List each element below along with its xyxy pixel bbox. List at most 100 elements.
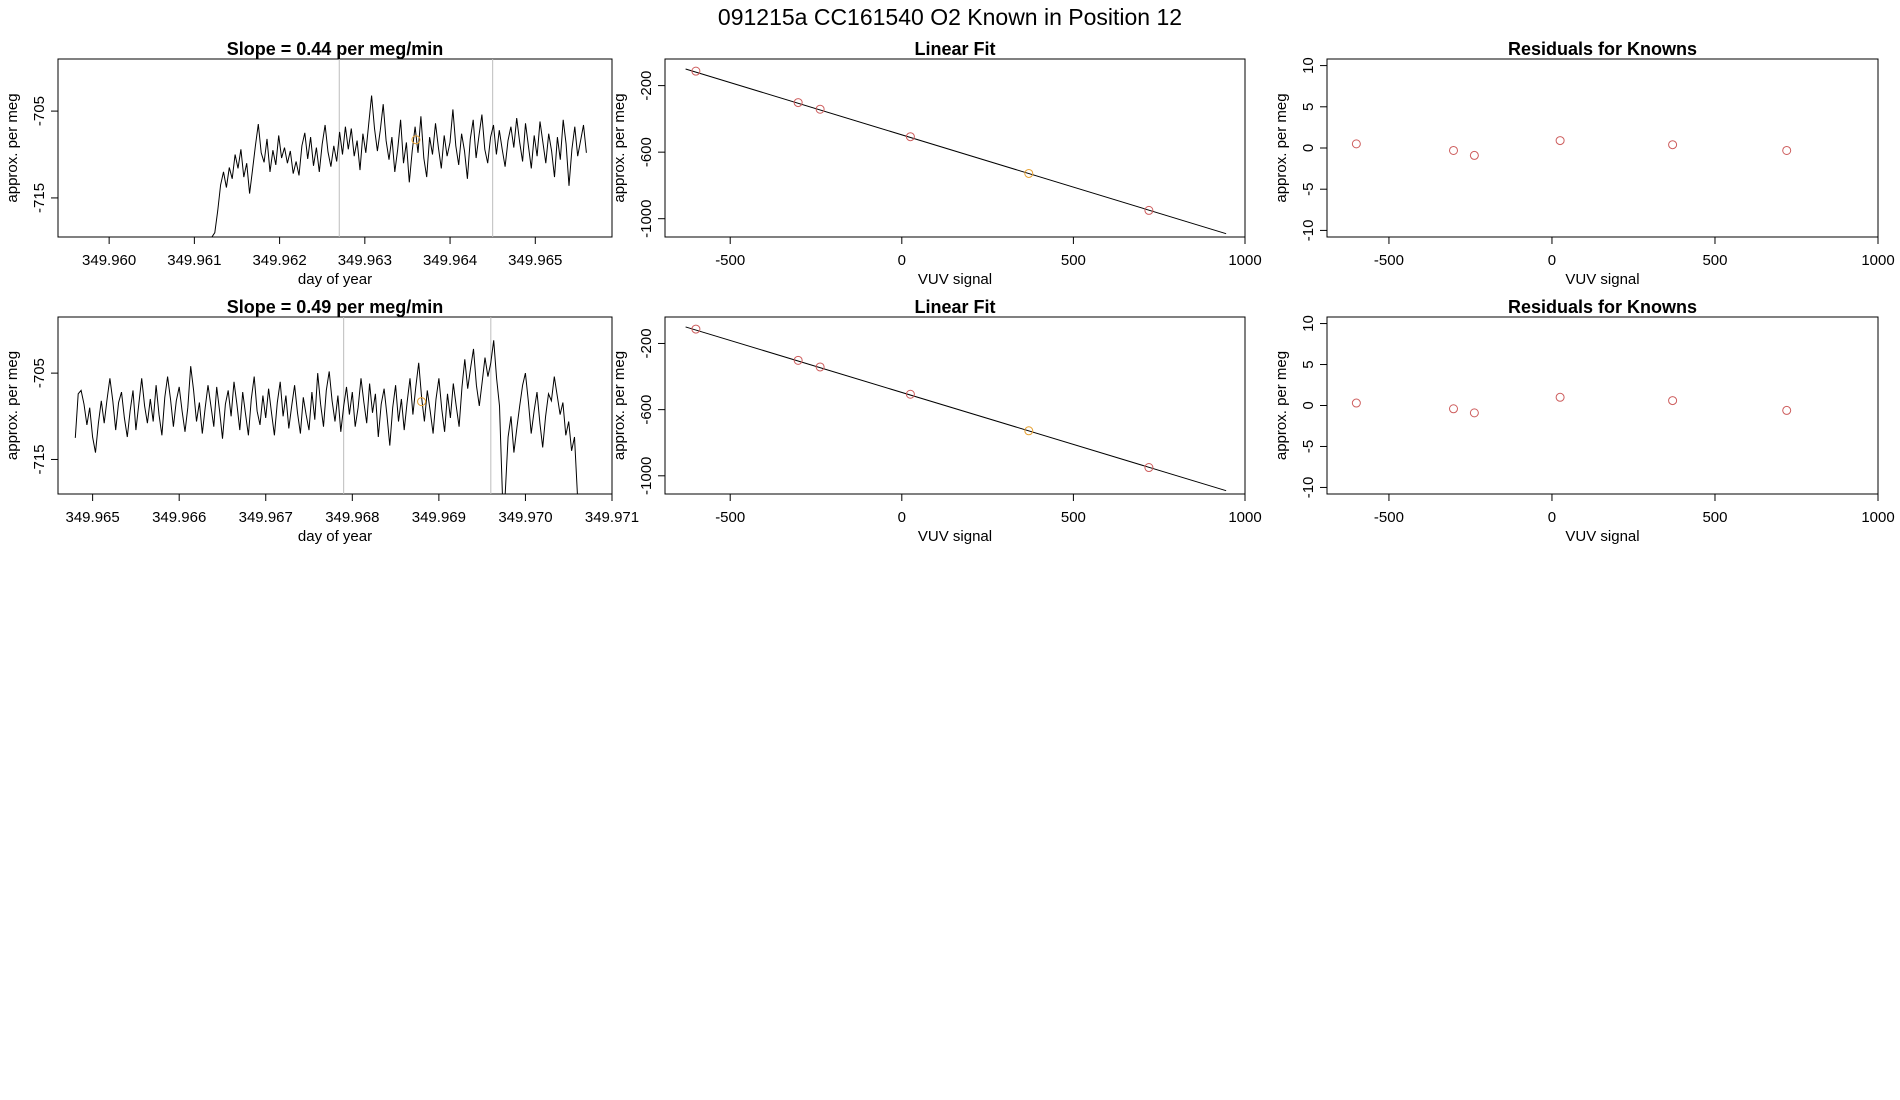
panel-title: Linear Fit	[914, 297, 995, 317]
x-tick-label: 1000	[1861, 509, 1894, 526]
x-tick-label: -500	[715, 252, 745, 269]
x-tick-label: 349.960	[82, 252, 136, 269]
x-axis-label: VUV signal	[918, 271, 992, 288]
y-tick-label: -5	[1300, 183, 1317, 196]
panel-title: Slope = 0.49 per meg/min	[227, 297, 444, 317]
x-tick-label: 349.969	[412, 509, 466, 526]
x-tick-label: 349.962	[252, 252, 306, 269]
y-tick-label: -200	[638, 328, 655, 358]
x-tick-label: -500	[1374, 509, 1404, 526]
x-tick-label: 349.968	[325, 509, 379, 526]
y-axis-label: approx. per meg	[611, 93, 628, 202]
data-point	[793, 98, 803, 108]
data-point	[1469, 408, 1479, 418]
data-point	[1469, 150, 1479, 160]
data-point	[1144, 205, 1154, 215]
series-line	[74, 340, 578, 494]
data-point	[905, 132, 915, 142]
x-axis-label: day of year	[298, 271, 372, 288]
y-tick-label: -600	[638, 395, 655, 425]
x-tick-label: 0	[898, 252, 906, 269]
y-tick-label: -1000	[638, 457, 655, 495]
chart-panels: Slope = 0.44 per meg/min 349.960 349.961 34…	[4, 39, 1895, 545]
highlight-point	[411, 135, 421, 145]
x-tick-label: 500	[1061, 509, 1086, 526]
panel-title: Linear Fit	[914, 39, 995, 59]
y-tick-label: -705	[31, 96, 48, 126]
y-axis-label: approx. per meg	[1273, 351, 1290, 460]
x-tick-label: 349.965	[66, 509, 120, 526]
x-tick-label: 500	[1702, 509, 1727, 526]
x-tick-label: 349.970	[498, 509, 552, 526]
x-axis-label: VUV signal	[1565, 528, 1639, 545]
y-tick-label: 10	[1300, 315, 1317, 332]
highlight-point	[417, 397, 427, 407]
x-tick-label: 500	[1061, 252, 1086, 269]
data-point	[1351, 398, 1361, 408]
x-tick-label: 1000	[1861, 252, 1894, 269]
x-tick-label: 349.966	[152, 509, 206, 526]
y-tick-label: 5	[1300, 360, 1317, 368]
chart-panel-5: Linear Fit -500 0 500 1000 -1000 -600 -200 VUV s…	[611, 297, 1262, 545]
figure-title: 091215a CC161540 O2 Known in Position 12	[718, 4, 1182, 30]
y-tick-label: -5	[1300, 440, 1317, 453]
x-tick-label: -500	[715, 509, 745, 526]
y-tick-label: -600	[638, 137, 655, 167]
y-tick-label: 10	[1300, 57, 1317, 74]
data-point	[1555, 136, 1565, 146]
chart-panel-6: Residuals for Knowns -500 0 500 1000 -10 -5 0 5 1…	[1273, 297, 1895, 545]
plot-frame	[1326, 58, 1879, 238]
y-tick-label: -10	[1300, 220, 1317, 242]
y-tick-label: 5	[1300, 103, 1317, 111]
x-axis-label: day of year	[298, 528, 372, 545]
y-axis-label: approx. per meg	[1273, 93, 1290, 202]
fit-line	[685, 68, 1227, 235]
x-tick-label: 0	[1548, 509, 1556, 526]
chart-panel-2: Linear Fit -500 0 500 1000 -1000 -600 -200 VUV s…	[611, 39, 1262, 288]
data-point	[691, 324, 701, 334]
panel-title: Residuals for Knowns	[1508, 297, 1697, 317]
x-tick-label: 349.965	[508, 252, 562, 269]
y-tick-label: -715	[31, 444, 48, 474]
x-axis-label: VUV signal	[1565, 271, 1639, 288]
data-point	[1782, 145, 1792, 155]
data-point	[1351, 139, 1361, 149]
data-point	[815, 104, 825, 114]
x-tick-label: -500	[1374, 252, 1404, 269]
x-axis-label: VUV signal	[918, 528, 992, 545]
chart-panel-1: Slope = 0.44 per meg/min 349.960 349.961 34…	[4, 39, 613, 288]
y-tick-label: -10	[1300, 477, 1317, 499]
x-tick-label: 0	[1548, 252, 1556, 269]
y-tick-label: -715	[31, 183, 48, 213]
series-line	[58, 95, 587, 237]
y-tick-label: -1000	[638, 200, 655, 238]
data-point	[1555, 392, 1565, 402]
plot-area	[1351, 136, 1792, 160]
plot-frame	[57, 58, 613, 238]
y-tick-label: -705	[31, 358, 48, 388]
x-tick-label: 1000	[1228, 509, 1261, 526]
data-point	[793, 355, 803, 365]
plot-area	[74, 317, 578, 494]
data-point	[1449, 404, 1459, 414]
plot-frame	[664, 58, 1246, 238]
data-point	[1144, 463, 1154, 473]
data-point	[1668, 140, 1678, 150]
panel-title: Residuals for Knowns	[1508, 39, 1697, 59]
data-point	[815, 362, 825, 372]
plot-frame	[57, 316, 613, 495]
plot-area	[685, 324, 1227, 492]
y-tick-label: 0	[1300, 401, 1317, 409]
data-point	[691, 66, 701, 76]
data-point	[1024, 168, 1034, 178]
plot-area	[58, 59, 587, 237]
y-axis-label: approx. per meg	[4, 93, 21, 202]
plot-frame	[1326, 316, 1879, 495]
x-tick-label: 349.967	[239, 509, 293, 526]
data-point	[1024, 426, 1034, 436]
y-axis-label: approx. per meg	[4, 351, 21, 460]
fit-line	[685, 326, 1227, 492]
x-tick-label: 349.964	[423, 252, 477, 269]
data-point	[1782, 405, 1792, 415]
